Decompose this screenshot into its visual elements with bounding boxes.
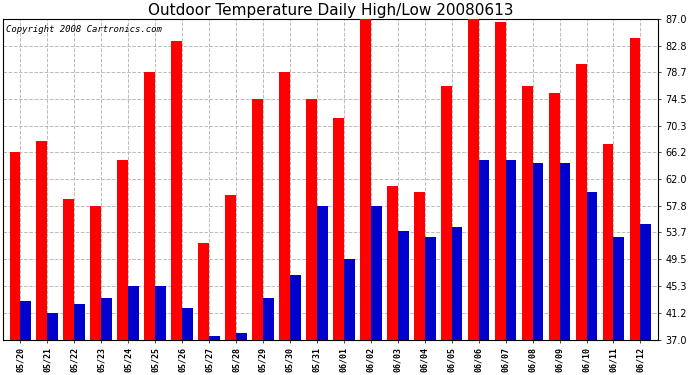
Bar xyxy=(279,72,290,340)
Bar xyxy=(182,308,193,340)
Bar xyxy=(236,333,247,340)
Bar xyxy=(387,186,397,340)
Bar xyxy=(414,192,425,340)
Bar xyxy=(117,160,128,340)
Bar xyxy=(198,243,209,340)
Bar xyxy=(522,86,533,340)
Bar xyxy=(468,19,479,340)
Bar xyxy=(506,160,516,340)
Bar xyxy=(90,206,101,340)
Bar xyxy=(602,144,613,340)
Bar xyxy=(495,22,506,340)
Bar xyxy=(560,163,571,340)
Bar xyxy=(533,163,543,340)
Bar xyxy=(171,41,182,340)
Bar xyxy=(479,160,489,340)
Bar xyxy=(306,99,317,340)
Bar xyxy=(20,301,31,340)
Bar xyxy=(144,72,155,340)
Bar xyxy=(128,286,139,340)
Bar xyxy=(452,227,462,340)
Text: Copyright 2008 Cartronics.com: Copyright 2008 Cartronics.com xyxy=(6,26,162,34)
Bar xyxy=(371,206,382,340)
Bar xyxy=(575,64,586,340)
Bar xyxy=(63,198,75,340)
Bar xyxy=(155,286,166,340)
Bar xyxy=(333,118,344,340)
Bar xyxy=(252,99,263,340)
Bar xyxy=(263,298,274,340)
Bar xyxy=(640,224,651,340)
Title: Outdoor Temperature Daily High/Low 20080613: Outdoor Temperature Daily High/Low 20080… xyxy=(148,3,513,18)
Bar xyxy=(586,192,598,340)
Bar xyxy=(344,260,355,340)
Bar xyxy=(360,19,371,340)
Bar xyxy=(48,313,58,340)
Bar xyxy=(630,38,640,340)
Bar xyxy=(290,276,301,340)
Bar xyxy=(441,86,452,340)
Bar xyxy=(37,141,48,340)
Bar xyxy=(75,304,85,340)
Bar xyxy=(397,231,408,340)
Bar xyxy=(101,298,112,340)
Bar xyxy=(10,152,20,340)
Bar xyxy=(209,336,220,340)
Bar xyxy=(549,93,560,340)
Bar xyxy=(613,237,624,340)
Bar xyxy=(425,237,435,340)
Bar xyxy=(225,195,236,340)
Bar xyxy=(317,206,328,340)
